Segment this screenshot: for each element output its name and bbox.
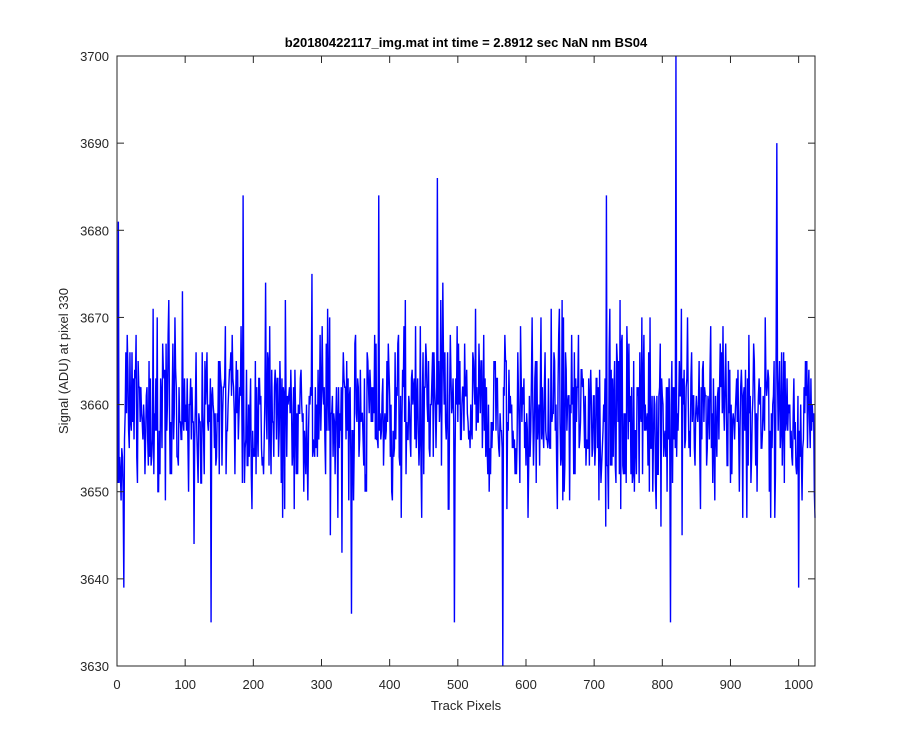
x-tick-label: 500 [447,677,469,692]
x-axis-label: Track Pixels [431,698,502,713]
x-axis: 0 100 200 300 400 500 600 700 800 900 1000 [113,56,813,692]
x-tick-label: 900 [720,677,742,692]
x-tick-label: 400 [379,677,401,692]
series-layer [116,55,816,667]
y-tick-label: 3650 [80,485,109,500]
x-tick-label: 100 [174,677,196,692]
y-axis-label: Signal (ADU) at pixel 330 [56,288,71,434]
x-tick-label: 700 [583,677,605,692]
x-tick-label: 300 [311,677,333,692]
y-tick-label: 3640 [80,572,109,587]
y-tick-label: 3670 [80,310,109,325]
x-tick-label: 600 [515,677,537,692]
y-tick-label: 3660 [80,398,109,413]
series-line [116,55,816,667]
x-tick-label: 200 [242,677,264,692]
x-tick-label: 1000 [784,677,813,692]
axes-box [116,55,816,667]
y-tick-label: 3680 [80,223,109,238]
y-axis: 3630 3640 3650 3660 3670 3680 3690 3700 [80,49,815,674]
y-tick-label: 3700 [80,49,109,64]
chart-title: b20180422117_img.mat int time = 2.8912 s… [285,35,648,50]
y-tick-label: 3630 [80,659,109,674]
x-tick-label: 800 [651,677,673,692]
x-tick-label: 0 [113,677,120,692]
y-tick-label: 3690 [80,136,109,151]
